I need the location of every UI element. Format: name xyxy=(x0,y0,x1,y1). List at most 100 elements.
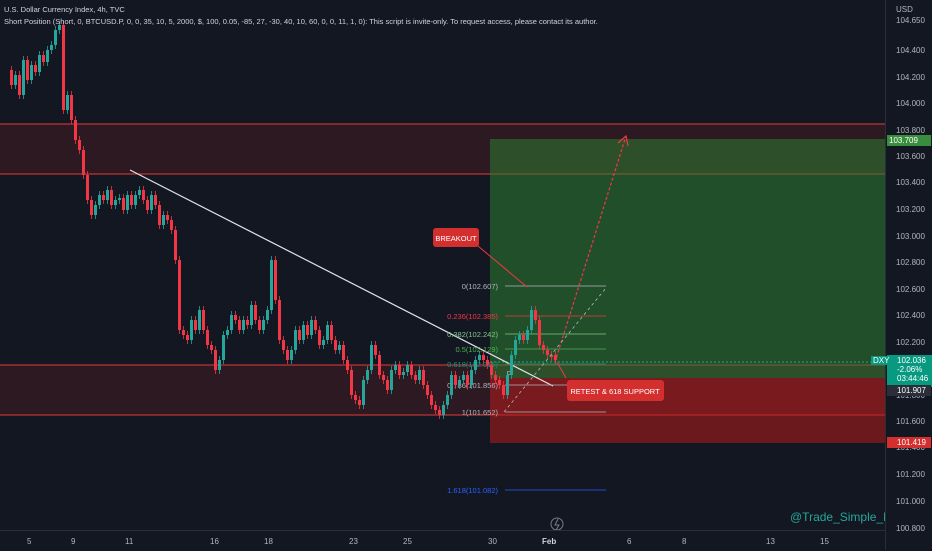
indicator-legend[interactable]: Short Position (Short, 0, BTCUSD.P, 0, 0… xyxy=(4,17,598,26)
projection-arrow[interactable] xyxy=(554,135,627,363)
time-tick: 25 xyxy=(403,537,412,546)
candle-body xyxy=(26,60,29,80)
candle-body xyxy=(218,360,221,370)
candle-body xyxy=(394,365,397,370)
time-tick: 9 xyxy=(71,537,76,546)
candle-body xyxy=(410,365,413,375)
candle-body xyxy=(530,310,533,330)
candle-body xyxy=(502,385,505,395)
candle-body xyxy=(146,200,149,210)
candle-body xyxy=(494,375,497,380)
candle-body xyxy=(158,205,161,225)
time-axis[interactable]: 5 9 11 16 18 23 25 30 Feb 6 8 13 15 xyxy=(0,530,885,551)
candle-body xyxy=(186,335,189,340)
candle-body xyxy=(78,140,81,150)
candle-body xyxy=(126,195,129,210)
candle-body xyxy=(102,195,105,200)
price-tick: 102.800 xyxy=(896,258,925,267)
price-tick: 103.200 xyxy=(896,205,925,214)
candle-body xyxy=(346,360,349,370)
candle-body xyxy=(442,405,445,415)
candle-body xyxy=(210,345,213,350)
trendline[interactable] xyxy=(129,169,554,387)
candle-body xyxy=(34,65,37,72)
time-tick: 6 xyxy=(627,537,632,546)
candle-body xyxy=(242,320,245,330)
candle-body xyxy=(294,330,297,350)
candle-body xyxy=(450,375,453,395)
candle-body xyxy=(58,25,61,30)
candle-body xyxy=(306,325,309,335)
candle-body xyxy=(430,395,433,405)
candle-body xyxy=(526,330,529,340)
candle-body xyxy=(550,355,553,357)
candle-body xyxy=(506,375,509,395)
candle-body xyxy=(522,335,525,340)
candle-body xyxy=(362,380,365,405)
candle-body xyxy=(390,370,393,390)
candle-body xyxy=(482,355,485,360)
candle-body xyxy=(198,310,201,330)
stop-zone[interactable] xyxy=(490,378,885,443)
candle-body xyxy=(202,310,205,330)
candle-body xyxy=(462,375,465,380)
candle-body xyxy=(178,260,181,330)
candle-body xyxy=(338,345,341,350)
candle-body xyxy=(426,385,429,395)
candle-body xyxy=(310,320,313,335)
price-tick: 102.200 xyxy=(896,338,925,347)
price-chart[interactable]: 0(102.607) 0.236(102.385) 0.382(102.242) 0.… xyxy=(0,0,885,530)
currency-label: USD xyxy=(896,5,913,14)
price-axis[interactable]: 104.650 104.400 104.200 104.000 103.800 103.6… xyxy=(871,0,932,550)
candle-body xyxy=(106,190,109,200)
candle-body xyxy=(274,260,277,300)
price-tick: 101.000 xyxy=(896,497,925,506)
bar-countdown: 03:44:46 xyxy=(897,374,929,383)
candle-body xyxy=(254,305,257,320)
entry-label: 101.907 xyxy=(887,385,931,396)
candle-body xyxy=(554,355,557,360)
candle-body xyxy=(438,410,441,415)
symbol-name: DXY xyxy=(871,356,892,365)
price-tick: 103.400 xyxy=(896,178,925,187)
candle-body xyxy=(474,360,477,370)
breakout-callout[interactable] xyxy=(433,228,479,247)
candle-body xyxy=(38,55,41,72)
candle-body xyxy=(486,360,489,365)
candle-body xyxy=(434,405,437,410)
candle-body xyxy=(326,325,329,340)
candle-body xyxy=(206,330,209,345)
candle-body xyxy=(194,320,197,330)
price-tick: 104.650 xyxy=(896,16,925,25)
candle-body xyxy=(334,340,337,350)
candle-body xyxy=(138,190,141,195)
target-zone[interactable] xyxy=(490,139,885,378)
candle-body xyxy=(290,350,293,360)
price-tick: 104.000 xyxy=(896,99,925,108)
projection-arrowhead xyxy=(617,134,629,147)
candle-body xyxy=(122,198,125,210)
lightning-icon[interactable] xyxy=(550,517,564,530)
candle-body xyxy=(70,95,73,120)
candle-body xyxy=(10,70,13,85)
candle-body xyxy=(498,380,501,385)
retest-callout-text: RETEST & 618 SUPPORT xyxy=(570,387,660,396)
candle-body xyxy=(286,350,289,360)
fib-retracement[interactable]: 0(102.607) 0.236(102.385) 0.382(102.242) 0.… xyxy=(447,282,606,495)
fib-level-label: 0.236(102.385) xyxy=(447,312,498,321)
candle-body xyxy=(118,198,121,200)
candle-body xyxy=(418,370,421,380)
candle-body xyxy=(358,400,361,405)
candle-body xyxy=(86,175,89,200)
chart-area[interactable]: 0(102.607) 0.236(102.385) 0.382(102.242) 0.… xyxy=(0,0,885,530)
chart-header: U.S. Dollar Currency Index, 4h, TVC Shor… xyxy=(4,4,598,28)
candle-body xyxy=(170,220,173,230)
candle-body xyxy=(54,30,57,45)
time-tick: 23 xyxy=(349,537,358,546)
symbol-title[interactable]: U.S. Dollar Currency Index, 4h, TVC xyxy=(4,5,125,14)
candle-body xyxy=(398,365,401,375)
candle-body xyxy=(382,375,385,380)
candle-body xyxy=(266,310,269,320)
retest-callout[interactable] xyxy=(567,380,664,401)
candle-body xyxy=(182,330,185,335)
